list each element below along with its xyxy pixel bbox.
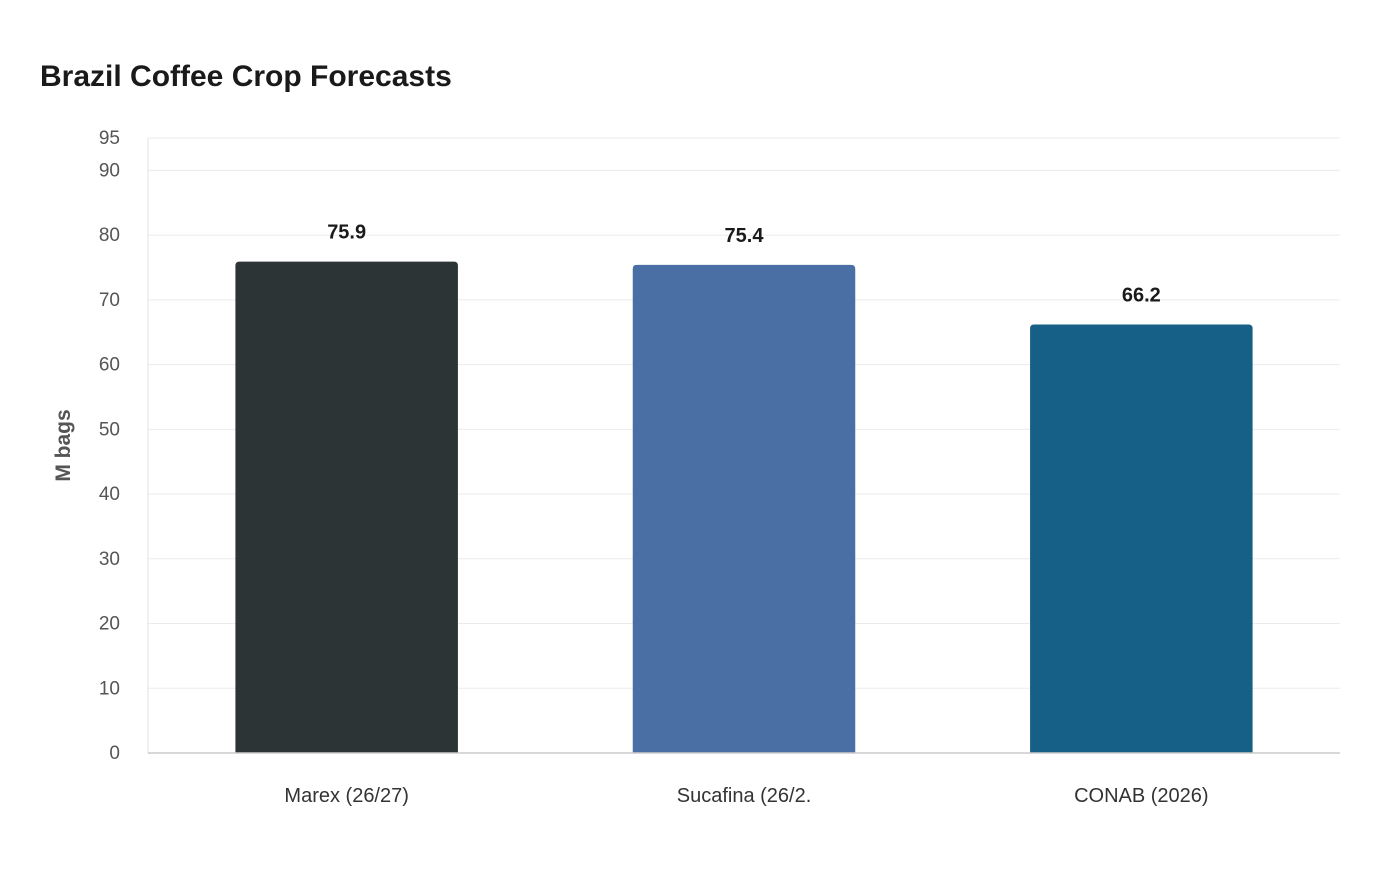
chart-title: Brazil Coffee Crop Forecasts (40, 60, 452, 93)
x-tick-label: Marex (26/27) (284, 785, 409, 807)
y-tick-label: 70 (99, 290, 120, 311)
bar (632, 264, 856, 753)
data-label: 75.4 (725, 225, 765, 247)
data-label: 66.2 (1122, 284, 1161, 306)
y-tick-label: 0 (109, 743, 120, 764)
y-tick-label: 10 (99, 678, 120, 699)
y-tick-label: 95 (99, 128, 120, 149)
y-axis-label: M bags (52, 409, 75, 481)
y-tick-label: 80 (99, 225, 120, 246)
bar (1030, 324, 1253, 753)
y-tick-label: 60 (99, 355, 120, 376)
x-tick-label: Sucafina (26/2. (677, 785, 812, 807)
data-label: 75.9 (327, 222, 366, 244)
y-tick-label: 20 (99, 614, 120, 635)
y-tick-label: 30 (99, 549, 120, 570)
y-tick-label: 90 (99, 160, 120, 181)
y-tick-label: 50 (99, 419, 120, 440)
y-tick-label: 40 (99, 484, 120, 505)
x-tick-label: CONAB (2026) (1074, 785, 1209, 807)
bar (235, 261, 458, 753)
